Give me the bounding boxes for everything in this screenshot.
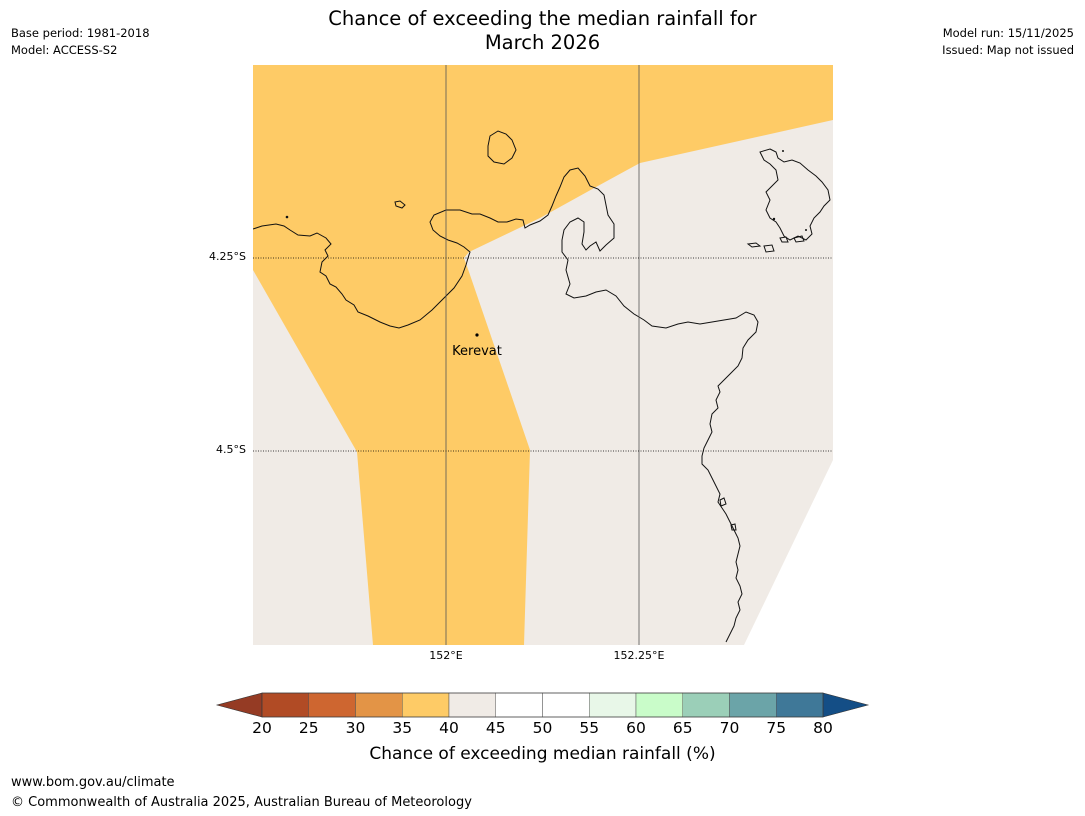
colorbar-tick-label: 45	[485, 719, 506, 737]
colorbar-tick-label: 80	[813, 719, 833, 737]
colorbar-tick-label: 40	[439, 719, 459, 737]
coast-small-islet-1	[394, 200, 406, 209]
colorbar-tick-label: 65	[672, 719, 693, 737]
coast-gazelle-peninsula	[253, 167, 759, 643]
model-run: Model run: 15/11/2025	[942, 26, 1074, 40]
colorbar-tick-label: 30	[345, 719, 366, 737]
coast-small-islet-6	[719, 497, 727, 507]
colorbar-title: Chance of exceeding median rainfall (%)	[369, 744, 716, 764]
colorbar-extend-high	[822, 692, 870, 718]
colorbar-extend-low	[215, 692, 263, 718]
colorbar-box	[776, 692, 824, 718]
model-name: Model: ACCESS-S2	[11, 43, 118, 57]
title-line-1: Chance of exceeding the median rainfall …	[328, 7, 757, 30]
colorbar-box	[448, 692, 496, 718]
colorbar-box	[402, 692, 450, 718]
colorbar-outline	[261, 692, 824, 718]
lon-label-152-25: 152.25°E	[613, 649, 665, 662]
lon-label-152: 152°E	[429, 649, 463, 662]
coastlines	[253, 130, 831, 643]
base-period: Base period: 1981-2018	[11, 26, 150, 40]
tiny-island	[782, 150, 784, 152]
no-data-region	[744, 460, 833, 645]
colorbar-box	[589, 692, 637, 718]
coast-small-islet-3	[763, 244, 775, 253]
coast-watom-island	[487, 130, 517, 165]
coast-duke-of-york-islands	[759, 148, 831, 241]
colorbar-box	[542, 692, 590, 718]
coast-small-islet-7	[730, 523, 737, 531]
colorbar-box	[308, 692, 356, 718]
coast-small-islet-5	[779, 236, 789, 243]
colorbar-tick-label: 20	[252, 719, 272, 737]
coast-small-islet-2	[746, 242, 762, 248]
colorbar-tick-label: 35	[392, 719, 413, 737]
colorbar-box	[355, 692, 403, 718]
footer-url[interactable]: www.bom.gov.au/climate	[11, 775, 175, 790]
colorbar-tick-label: 75	[766, 719, 787, 737]
metadata-right: Model run: 15/11/2025 Issued: Map not is…	[942, 25, 1074, 59]
colorbar-box	[495, 692, 543, 718]
gridlines	[253, 65, 833, 645]
rainfall-map: Kerevat	[253, 65, 833, 645]
colorbar-box	[682, 692, 730, 718]
tiny-island	[285, 215, 289, 219]
map-title: Chance of exceeding the median rainfall …	[0, 7, 1085, 55]
colorbar-tick-label: 55	[579, 719, 600, 737]
colorbar-box	[729, 692, 777, 718]
lat-label-4-25: 4.25°S	[209, 250, 246, 263]
colorbar-box	[635, 692, 683, 718]
colorbar-tick-label: 25	[298, 719, 319, 737]
tiny-island	[772, 217, 776, 221]
colorbar-tick-label: 70	[719, 719, 740, 737]
coast-small-islet-4	[793, 235, 805, 243]
metadata-left: Base period: 1981-2018 Model: ACCESS-S2	[11, 25, 150, 59]
issued-status: Issued: Map not issued	[942, 43, 1074, 57]
coast-tiny-islands	[285, 150, 807, 231]
colorbar-box	[261, 692, 309, 718]
place-label-kerevat: Kerevat	[452, 344, 502, 359]
colorbar-tick-label: 50	[532, 719, 553, 737]
tiny-island	[805, 229, 807, 231]
kerevat-marker	[475, 333, 479, 337]
rainfall-region-35-40	[253, 65, 833, 645]
colorbar-tick-label: 60	[626, 719, 646, 737]
title-line-2: March 2026	[484, 31, 601, 54]
footer-copyright: © Commonwealth of Australia 2025, Austra…	[11, 795, 472, 810]
lat-label-4-5: 4.5°S	[216, 443, 246, 456]
colorbar	[215, 692, 870, 718]
